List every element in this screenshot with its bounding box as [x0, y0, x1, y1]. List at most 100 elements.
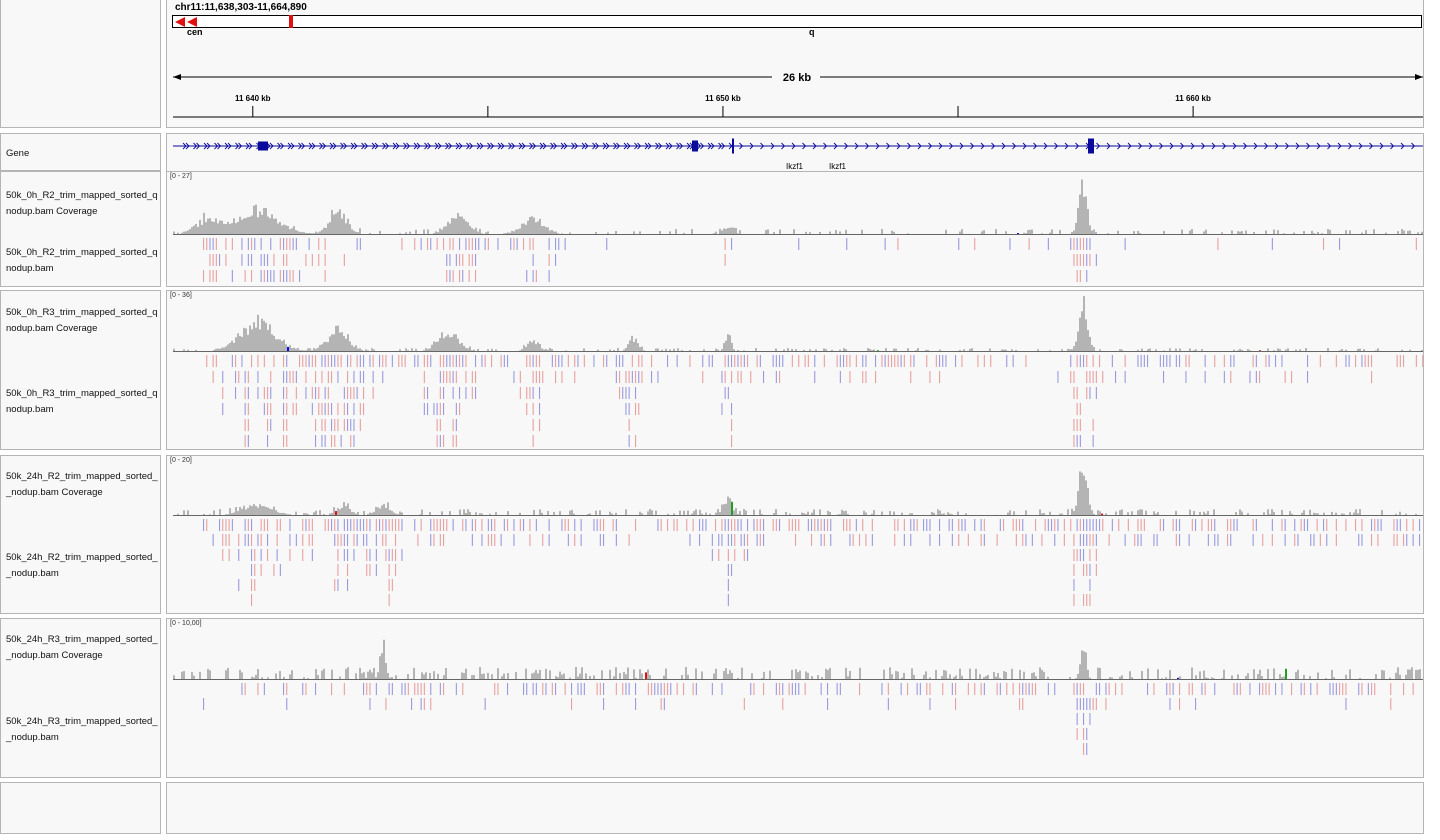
read — [1358, 534, 1360, 546]
read — [884, 355, 886, 367]
read — [532, 238, 534, 250]
read — [1076, 435, 1078, 447]
read — [283, 683, 285, 695]
coverage-bars[interactable] — [173, 296, 1423, 351]
read — [574, 534, 576, 546]
alignment-reads[interactable] — [203, 238, 1417, 282]
coverage-bars[interactable] — [173, 179, 1423, 234]
read — [225, 519, 227, 531]
read — [1111, 519, 1113, 531]
coverage-bar — [1359, 509, 1361, 515]
track-1-name-panel: 50k_0h_R2_trim_mapped_sorted_q nodup.bam… — [0, 171, 161, 287]
track-4-data-panel[interactable]: [0 - 10,00] — [166, 618, 1424, 778]
coverage-bar — [459, 343, 461, 351]
track-4-svg[interactable] — [167, 619, 1424, 778]
track-4-coverage-name[interactable]: 50k_24h_R3_trim_mapped_sorted_ _nodup.ba… — [6, 634, 158, 661]
gene-strand-arrow — [644, 142, 649, 150]
track-2-alignment-name[interactable]: 50k_0h_R3_trim_mapped_sorted_q nodup.bam — [6, 388, 158, 415]
coverage-bar — [331, 209, 333, 234]
coverage-bars[interactable] — [173, 639, 1421, 679]
coverage-bar — [441, 229, 443, 234]
read — [311, 534, 313, 546]
read — [267, 270, 269, 282]
coverage-bar — [1247, 349, 1249, 351]
coverage-bar — [1237, 674, 1239, 679]
read — [539, 387, 541, 399]
read — [955, 683, 957, 695]
alignment-reads[interactable] — [203, 683, 1414, 755]
coverage-bar — [619, 673, 621, 679]
coverage-bar — [685, 667, 687, 679]
track-3-svg[interactable] — [167, 456, 1424, 614]
coverage-bar — [331, 669, 333, 679]
read — [308, 534, 310, 546]
coverage-bars[interactable] — [177, 471, 1417, 515]
coverage-bar — [1239, 348, 1241, 351]
read — [951, 534, 953, 546]
gene-track-name[interactable]: Gene — [6, 148, 30, 159]
gene-exon[interactable] — [732, 138, 734, 154]
read — [433, 534, 435, 546]
coverage-bar — [537, 221, 539, 234]
coverage-bar — [227, 514, 229, 515]
read — [1083, 728, 1085, 740]
track-2-data-panel[interactable]: [0 - 36] — [166, 290, 1424, 450]
coverage-bar — [537, 342, 539, 351]
coverage-bar — [1083, 196, 1085, 234]
ideogram[interactable] — [172, 15, 1422, 28]
gene-track[interactable] — [167, 134, 1424, 173]
coverage-bar — [451, 218, 453, 234]
gene-exon[interactable] — [258, 141, 268, 151]
coverage-bar — [225, 224, 227, 234]
track-1-data-panel[interactable]: [0 - 27] — [166, 171, 1424, 287]
track-2-coverage-name[interactable]: 50k_0h_R3_trim_mapped_sorted_q nodup.bam… — [6, 307, 158, 334]
gene-exon[interactable] — [692, 140, 698, 152]
alignment-reads[interactable] — [206, 355, 1423, 447]
read — [929, 371, 931, 383]
track-3-coverage-name[interactable]: 50k_24h_R2_trim_mapped_sorted_ _nodup.ba… — [6, 471, 158, 498]
coverage-bar — [395, 675, 397, 679]
track-3-data-panel[interactable]: [0 - 20] — [166, 455, 1424, 614]
coverage-bar — [1353, 512, 1355, 515]
read — [366, 519, 368, 531]
read — [603, 534, 605, 546]
gene-strand-arrow — [364, 142, 369, 150]
read — [260, 238, 262, 250]
read — [1086, 728, 1088, 740]
coverage-bar — [625, 509, 627, 515]
read — [775, 519, 777, 531]
read — [260, 519, 262, 531]
track-1-alignment-name[interactable]: 50k_0h_R2_trim_mapped_sorted_q nodup.bam — [6, 247, 158, 274]
coverage-bar — [717, 349, 719, 351]
read — [814, 355, 816, 367]
track-3-alignment-name[interactable]: 50k_24h_R2_trim_mapped_sorted_ _nodup.ba… — [6, 552, 158, 579]
empty-data-panel[interactable] — [166, 782, 1424, 834]
gene-exon[interactable] — [1088, 138, 1094, 154]
read — [721, 371, 723, 383]
coverage-bar — [363, 672, 365, 679]
track-4-alignment-name[interactable]: 50k_24h_R3_trim_mapped_sorted_ _nodup.ba… — [6, 716, 158, 743]
alignment-reads[interactable] — [203, 519, 1421, 606]
track-2-svg[interactable] — [167, 291, 1424, 450]
coverage-bar — [561, 233, 563, 234]
coverage-bar — [1199, 511, 1201, 515]
coverage-bar — [533, 217, 535, 234]
read — [1339, 683, 1341, 695]
read — [433, 403, 435, 415]
gene-strand-arrow — [1379, 142, 1384, 150]
track-1-coverage-name[interactable]: 50k_0h_R2_trim_mapped_sorted_q nodup.bam… — [6, 190, 158, 217]
read — [699, 534, 701, 546]
track-1-svg[interactable] — [167, 172, 1424, 287]
coverage-bar — [1403, 230, 1405, 234]
coverage-bar — [281, 512, 283, 515]
read — [455, 371, 457, 383]
coverage-bar — [1375, 350, 1377, 351]
gene-data-panel[interactable]: Ikzf1 Ikzf1 — [166, 133, 1424, 173]
coverage-bar — [213, 350, 215, 351]
read — [375, 683, 377, 695]
coverage-bar — [1119, 676, 1121, 679]
read — [481, 355, 483, 367]
read — [471, 387, 473, 399]
read — [286, 254, 288, 266]
